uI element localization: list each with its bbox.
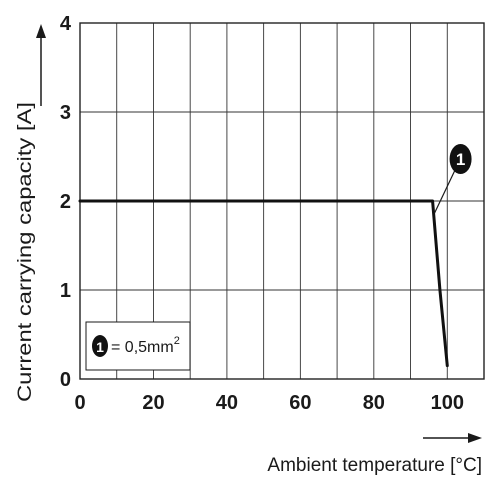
annotation-marker-text: 1 xyxy=(456,150,465,169)
legend-marker-text: 1 xyxy=(96,339,104,355)
y-tick-label: 1 xyxy=(60,280,71,302)
y-tick-labels: 0 1 2 3 4 xyxy=(60,13,72,391)
x-tick-label: 60 xyxy=(289,392,311,414)
annotation-marker-1: 1 xyxy=(434,144,472,214)
x-tick-labels: 0 20 40 60 80 100 xyxy=(74,392,464,414)
y-tick-label: 2 xyxy=(60,191,71,213)
x-axis-label: Ambient temperature [°C] xyxy=(267,455,482,476)
annotation-circle xyxy=(449,144,472,174)
x-tick-label: 100 xyxy=(431,392,464,414)
legend-marker-circle xyxy=(92,335,108,357)
series-line xyxy=(78,199,449,368)
y-tick-label: 3 xyxy=(60,102,71,124)
y-tick-label: 0 xyxy=(60,369,71,391)
series-group xyxy=(78,199,449,368)
y-axis-arrow xyxy=(36,24,46,106)
y-axis-label: Current carrying capacity [A] xyxy=(15,102,36,402)
y-tick-label: 4 xyxy=(60,13,72,35)
x-tick-label: 40 xyxy=(216,392,238,414)
legend: 1 = 0,5mm2 xyxy=(85,321,191,371)
annotation-leader-line xyxy=(434,170,456,214)
x-tick-label: 20 xyxy=(142,392,164,414)
legend-text-superscript: 2 xyxy=(174,335,180,347)
legend-text-main: = 0,5mm xyxy=(111,339,174,356)
legend-text: = 0,5mm2 xyxy=(111,335,180,356)
x-axis-arrow xyxy=(423,433,482,443)
x-tick-label: 80 xyxy=(363,392,385,414)
x-tick-label: 0 xyxy=(74,392,85,414)
